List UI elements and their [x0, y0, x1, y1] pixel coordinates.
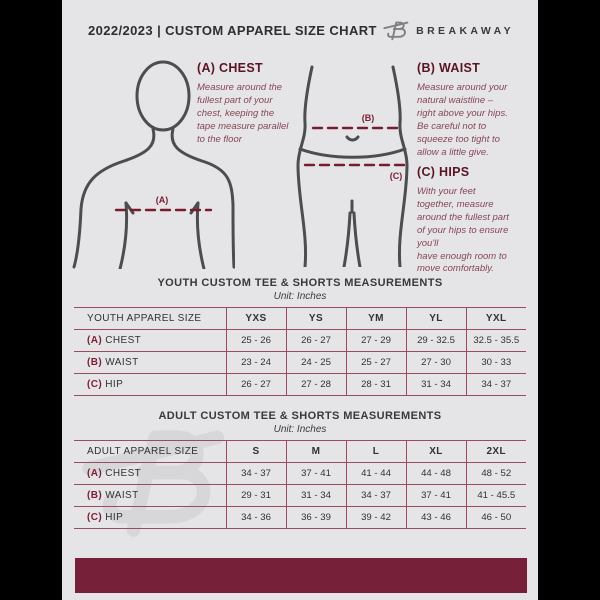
row-label: (B) WAIST [74, 484, 226, 507]
adult-table-title: ADULT CUSTOM TEE & SHORTS MEASUREMENTS [158, 410, 442, 422]
row-label: (A) CHEST [74, 462, 226, 485]
adult-size-table: ADULT APPAREL SIZE S M L XL 2XL (A) CHES… [74, 440, 526, 529]
page-header: 2022/2023 | CUSTOM APPAREL SIZE CHART BR… [62, 0, 538, 41]
row-prefix: (A) [87, 468, 103, 479]
table-row: (C) HIP 34 - 36 36 - 39 39 - 42 43 - 46 … [74, 506, 526, 529]
footer-bar [75, 558, 527, 593]
row-label: (A) CHEST [74, 329, 226, 352]
chest-instructions: (A) CHEST Measure around the fullest par… [197, 61, 315, 147]
cell: 23 - 24 [225, 351, 286, 374]
youth-size-table: YOUTH APPAREL SIZE YXS YS YM YL YXL (A) … [74, 307, 526, 396]
cell: 27 - 30 [405, 351, 466, 374]
column-header: YS [285, 307, 346, 330]
youth-table-unit: Unit: Inches [273, 291, 327, 302]
row-name: WAIST [105, 357, 139, 368]
cell: 28 - 31 [345, 373, 406, 396]
page-title: 2022/2023 | CUSTOM APPAREL SIZE CHART [88, 23, 377, 38]
column-header: 2XL [465, 440, 526, 463]
column-header: YM [345, 307, 406, 330]
row-name: WAIST [105, 490, 139, 501]
cell: 41 - 44 [345, 462, 406, 485]
hips-line-tag: (C) [390, 171, 403, 181]
breakaway-logo-icon [383, 21, 409, 41]
column-header: XL [405, 440, 466, 463]
hips-instructions: (C) HIPS With your feet together, measur… [417, 165, 538, 276]
cell: 34 - 37 [465, 373, 526, 396]
cell: 32.5 - 35.5 [465, 329, 526, 352]
brand-name: BREAKAWAY [416, 24, 514, 37]
cell: 39 - 42 [345, 506, 406, 529]
table-header-row: YOUTH APPAREL SIZE YXS YS YM YL YXL [74, 307, 526, 330]
cell: 36 - 39 [285, 506, 346, 529]
hips-figure-icon: (B) (C) [296, 65, 409, 267]
cell: 31 - 34 [405, 373, 466, 396]
cell: 48 - 52 [465, 462, 526, 485]
cell: 29 - 32.5 [405, 329, 466, 352]
table-row: (A) CHEST 25 - 26 26 - 27 27 - 29 29 - 3… [74, 329, 526, 352]
waist-line-tag: (B) [362, 113, 375, 123]
row-label: (C) HIP [74, 506, 226, 529]
row-prefix: (C) [87, 512, 103, 523]
table-row: (C) HIP 26 - 27 27 - 28 28 - 31 31 - 34 … [74, 373, 526, 396]
cell: 46 - 50 [465, 506, 526, 529]
cell: 37 - 41 [285, 462, 346, 485]
cell: 26 - 27 [225, 373, 286, 396]
cell: 30 - 33 [465, 351, 526, 374]
chest-line-tag: (A) [156, 195, 169, 205]
column-header: M [285, 440, 346, 463]
column-header: YXL [465, 307, 526, 330]
measurement-diagrams: (A) (A) CHEST Measure around the fullest… [62, 55, 538, 274]
size-chart-page: 2022/2023 | CUSTOM APPAREL SIZE CHART BR… [62, 0, 538, 600]
cell: 34 - 37 [345, 484, 406, 507]
cell: 27 - 28 [285, 373, 346, 396]
adult-table-unit: Unit: Inches [273, 424, 327, 435]
row-prefix: (B) [87, 490, 103, 501]
cell: 31 - 34 [285, 484, 346, 507]
chest-heading: (A) CHEST [197, 61, 263, 75]
cell: 27 - 29 [345, 329, 406, 352]
row-name: CHEST [105, 335, 142, 346]
cell: 41 - 45.5 [465, 484, 526, 507]
table-row: (B) WAIST 23 - 24 24 - 25 25 - 27 27 - 3… [74, 351, 526, 374]
youth-table-title: YOUTH CUSTOM TEE & SHORTS MEASUREMENTS [157, 277, 443, 289]
column-header: S [225, 440, 286, 463]
row-label: (C) HIP [74, 373, 226, 396]
cell: 34 - 36 [225, 506, 286, 529]
table-row: (B) WAIST 29 - 31 31 - 34 34 - 37 37 - 4… [74, 484, 526, 507]
row-prefix: (B) [87, 357, 103, 368]
row-name: HIP [105, 379, 124, 390]
row-name: CHEST [105, 468, 142, 479]
column-header: ADULT APPAREL SIZE [74, 440, 226, 463]
row-label: (B) WAIST [74, 351, 226, 374]
cell: 29 - 31 [225, 484, 286, 507]
table-row: (A) CHEST 34 - 37 37 - 41 41 - 44 44 - 4… [74, 462, 526, 485]
cell: 24 - 25 [285, 351, 346, 374]
row-name: HIP [105, 512, 124, 523]
cell: 25 - 26 [225, 329, 286, 352]
waist-heading: (B) WAIST [417, 61, 481, 75]
cell: 44 - 48 [405, 462, 466, 485]
row-prefix: (A) [87, 335, 103, 346]
cell: 26 - 27 [285, 329, 346, 352]
hips-heading: (C) HIPS [417, 165, 470, 179]
waist-instructions: (B) WAIST Measure around your natural wa… [417, 61, 538, 159]
row-prefix: (C) [87, 379, 103, 390]
column-header: YOUTH APPAREL SIZE [74, 307, 226, 330]
waist-text: Measure around your natural waistline – … [417, 82, 508, 158]
cell: 37 - 41 [405, 484, 466, 507]
brand-lockup: BREAKAWAY [382, 20, 514, 41]
torso-figure-icon: (A) [72, 60, 235, 269]
table-header-row: ADULT APPAREL SIZE S M L XL 2XL [74, 440, 526, 463]
cell: 43 - 46 [405, 506, 466, 529]
cell: 34 - 37 [225, 462, 286, 485]
chest-text: Measure around the fullest part of your … [197, 82, 289, 145]
adult-section: ADULT CUSTOM TEE & SHORTS MEASUREMENTS U… [62, 410, 538, 529]
hips-text: With your feet together, measure around … [417, 186, 509, 275]
column-header: YXS [225, 307, 286, 330]
youth-section: YOUTH CUSTOM TEE & SHORTS MEASUREMENTS U… [62, 277, 538, 396]
cell: 25 - 27 [345, 351, 406, 374]
column-header: L [345, 440, 406, 463]
column-header: YL [405, 307, 466, 330]
